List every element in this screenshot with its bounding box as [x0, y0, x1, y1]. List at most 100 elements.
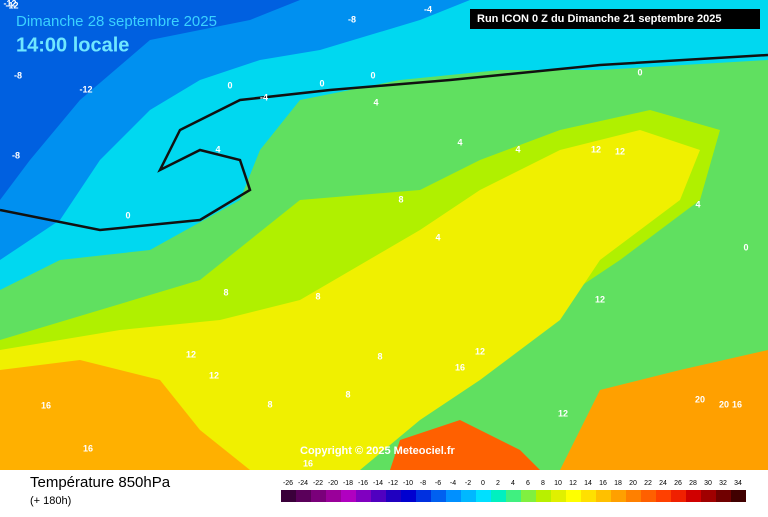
scale-label: 2 — [496, 480, 500, 487]
contour-label: 8 — [398, 194, 403, 204]
scale-label: 8 — [541, 480, 545, 487]
contour-label: 8 — [315, 291, 320, 301]
contour-label: 8 — [267, 399, 272, 409]
scale-swatch — [416, 490, 431, 502]
scale-label: 26 — [674, 480, 682, 487]
contour-label: 4 — [215, 144, 220, 154]
contour-label: 12 — [186, 349, 196, 359]
scale-swatch — [401, 490, 416, 502]
scale-label: -4 — [450, 480, 456, 487]
scale-swatch — [536, 490, 551, 502]
hot-zone — [0, 360, 250, 470]
scale-label: 18 — [614, 480, 622, 487]
scale-swatch — [281, 490, 296, 502]
contour-label: -4 — [424, 4, 432, 14]
scale-label: 16 — [599, 480, 607, 487]
contour-label: -12 — [79, 84, 92, 94]
contour-label: -8 — [14, 70, 22, 80]
contour-label: 20 — [695, 394, 705, 404]
scale-swatch — [656, 490, 671, 502]
contour-label: 16 — [455, 362, 465, 372]
contour-label: 0 — [319, 78, 324, 88]
scale-label: -26 — [283, 480, 293, 487]
scale-label: 12 — [569, 480, 577, 487]
contour-label: 12 — [209, 370, 219, 380]
scale-swatch — [386, 490, 401, 502]
contour-label: 16 — [41, 400, 51, 410]
scale-label: -18 — [343, 480, 353, 487]
scale-swatch — [326, 490, 341, 502]
contour-label: 4 — [695, 199, 700, 209]
contour-label: 16 — [303, 458, 313, 468]
contour-label: 4 — [457, 137, 462, 147]
scale-label: -8 — [420, 480, 426, 487]
scale-swatch — [476, 490, 491, 502]
scale-label: -6 — [435, 480, 441, 487]
scale-swatch — [506, 490, 521, 502]
scale-swatch — [611, 490, 626, 502]
scale-label: -22 — [313, 480, 323, 487]
scale-swatch — [701, 490, 716, 502]
warmer-zone — [0, 130, 700, 470]
contour-label: -4 — [260, 92, 268, 102]
scale-label: -12 — [388, 480, 398, 487]
scale-swatch — [311, 490, 326, 502]
contour-label: 4 — [435, 232, 440, 242]
scale-label: 20 — [629, 480, 637, 487]
scale-label: -24 — [298, 480, 308, 487]
scale-label: 6 — [526, 480, 530, 487]
hot-zone-east — [560, 350, 768, 470]
scale-swatch — [491, 490, 506, 502]
scale-label: -2 — [465, 480, 471, 487]
footer-lead: (+ 180h) — [30, 495, 71, 507]
run-label: Run ICON 0 Z du Dimanche 21 septembre 20… — [477, 13, 722, 25]
scale-swatch — [626, 490, 641, 502]
scale-label: 0 — [481, 480, 485, 487]
contour-label: -12 — [5, 0, 18, 10]
contour-label: 12 — [591, 144, 601, 154]
contour-label: 12 — [615, 146, 625, 156]
scale-label: -14 — [373, 480, 383, 487]
contour-label: 0 — [370, 70, 375, 80]
contour-label: 0 — [227, 80, 232, 90]
contour-label: 8 — [377, 351, 382, 361]
contour-label: 0 — [637, 67, 642, 77]
contour-label: 12 — [595, 294, 605, 304]
scale-swatch — [371, 490, 386, 502]
scale-swatch — [341, 490, 356, 502]
scale-label: 22 — [644, 480, 652, 487]
scale-swatch — [596, 490, 611, 502]
scale-swatch — [461, 490, 476, 502]
contour-label: -8 — [12, 150, 20, 160]
hot-zone-africa — [390, 420, 540, 470]
contour-label: -8 — [348, 14, 356, 24]
scale-swatch — [521, 490, 536, 502]
scale-swatch — [716, 490, 731, 502]
contour-label: 4 — [515, 144, 520, 154]
scale-label: 32 — [719, 480, 727, 487]
run-box — [470, 9, 760, 29]
contour-label: 12 — [558, 408, 568, 418]
color-scale: -26 -24 -22 -20 -18 -16 -14 -12 -10 -8 -6 -4 -2 0 2 4 6 8… — [281, 480, 746, 502]
contour-label: 0 — [125, 210, 130, 220]
scale-label: 24 — [659, 480, 667, 487]
cold-core — [0, 0, 300, 200]
scale-swatch — [581, 490, 596, 502]
scale-swatch — [671, 490, 686, 502]
contour-label: 20 — [719, 399, 729, 409]
scale-swatch — [296, 490, 311, 502]
scale-swatch — [686, 490, 701, 502]
contour-label: 16 — [732, 399, 742, 409]
contour-label: -12 — [3, 0, 16, 8]
zero-isotherm — [0, 53, 768, 232]
contour-label: 8 — [345, 389, 350, 399]
scale-swatch — [641, 490, 656, 502]
time-label: 14:00 locale — [16, 34, 129, 56]
scale-swatch — [551, 490, 566, 502]
scale-label: 34 — [734, 480, 742, 487]
scale-label: 30 — [704, 480, 712, 487]
copyright: Copyright © 2025 Meteociel.fr — [300, 445, 456, 457]
contour-label: 12 — [475, 346, 485, 356]
